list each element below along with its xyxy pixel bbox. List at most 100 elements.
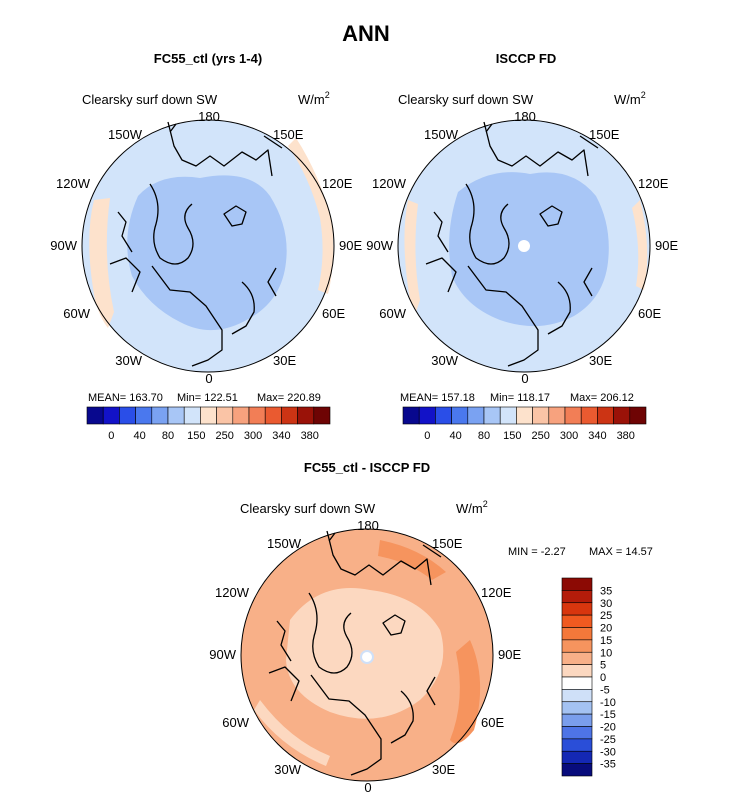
colorbar-tick-label: -5 (600, 684, 610, 696)
colorbar-tick-label: 340 (272, 430, 290, 442)
colorbar-swatch (151, 406, 169, 425)
colorbar-swatch (561, 713, 593, 727)
lon-label: 30E (589, 353, 612, 368)
panel-title: FC55_ctl - ISCCP FD (304, 460, 430, 475)
map-pole-hole (518, 240, 530, 252)
colorbar-swatch (313, 406, 331, 425)
lon-label: 180 (198, 109, 220, 124)
colorbar-swatch (597, 406, 614, 425)
colorbar-tick-label: 340 (588, 430, 606, 442)
lon-label: 150W (108, 127, 143, 142)
lon-label: 60W (63, 306, 90, 321)
panel-title: ISCCP FD (496, 51, 556, 66)
field-label: Clearsky surf down SW (82, 92, 218, 107)
lon-label: 0 (521, 371, 528, 386)
lon-label: 30W (274, 762, 301, 777)
colorbar-tick-label: -20 (600, 722, 616, 734)
lon-labels: 180 150E 120E 90E 60E 30E 0 30W 60W 90W … (50, 109, 362, 386)
map-boundary (81, 119, 335, 373)
colorbar-tick-label: 20 (600, 623, 612, 635)
colorbar-swatch (561, 590, 593, 604)
lon-label: 120E (638, 176, 669, 191)
map-coastline (109, 121, 283, 367)
lon-label: 60W (379, 306, 406, 321)
map-boundary (397, 119, 651, 373)
stats: MIN = -2.27 MAX = 14.57 (508, 546, 653, 558)
colorbar-swatch (167, 406, 185, 425)
colorbar-tick-label: 380 (301, 430, 319, 442)
colorbar-swatch (281, 406, 298, 425)
stat-mean: MEAN= 157.18 (400, 392, 475, 404)
colorbar-swatch (102, 406, 120, 425)
colorbar-swatch (561, 664, 593, 678)
colorbar-swatch (561, 651, 593, 665)
lon-label: 60E (638, 306, 661, 321)
map-arctic-region (127, 175, 287, 331)
lon-label: 60W (222, 715, 249, 730)
map-inner-region (254, 700, 330, 766)
colorbar-tick-label: 15 (600, 635, 612, 647)
lon-label: 30E (432, 762, 455, 777)
colorbar-tick-label: -25 (600, 734, 616, 746)
colorbar-tick-label: 25 (600, 610, 612, 622)
stat-mean: MEAN= 163.70 (88, 392, 163, 404)
colorbar-swatch (418, 406, 436, 425)
map-pole-hole (360, 650, 374, 664)
stat-min: Min= 118.17 (490, 392, 550, 404)
colorbar-tick-label: 0 (108, 430, 114, 442)
lon-label: 90W (209, 647, 236, 662)
colorbar-swatch (200, 406, 217, 425)
lon-label: 30E (273, 353, 296, 368)
colorbar-tick-label: 0 (600, 672, 606, 684)
colorbar-tick-label: 5 (600, 660, 606, 672)
stats: MEAN= 157.18 Min= 118.17 Max= 206.12 (400, 392, 634, 404)
lon-label: 120E (481, 585, 512, 600)
map-coastline (425, 121, 599, 367)
colorbar-swatch (561, 614, 593, 628)
colorbar-tick-label: 35 (600, 585, 612, 597)
map-boundary (240, 528, 494, 782)
lon-label: 120W (56, 176, 91, 191)
colorbar-tick-label: 150 (187, 430, 205, 442)
stat-max: Max= 206.12 (570, 392, 634, 404)
lon-label: 120W (215, 585, 250, 600)
colorbar-swatch (548, 406, 566, 425)
panel-title: FC55_ctl (yrs 1-4) (154, 51, 262, 66)
colorbar-swatch (532, 406, 550, 425)
colorbar-swatch (297, 406, 315, 425)
colorbar-swatch (561, 577, 593, 591)
colorbar-tick-label: 150 (503, 430, 521, 442)
colorbar-swatch (264, 406, 282, 425)
figure-title: ANN (342, 21, 390, 46)
colorbar-tick-label: 300 (244, 430, 262, 442)
colorbar-tick-label: 40 (134, 430, 146, 442)
colorbar-tick-label: 250 (532, 430, 550, 442)
colorbar-swatch (499, 406, 517, 425)
lon-label: 180 (357, 518, 379, 533)
colorbar-swatch (564, 406, 582, 425)
lon-label: 120W (372, 176, 407, 191)
colorbar-tick-label: -10 (600, 697, 616, 709)
polar-map (81, 119, 335, 373)
stats: MEAN= 163.70 Min= 122.51 Max= 220.89 (88, 392, 321, 404)
lon-label: 150E (432, 536, 463, 551)
polar-map (240, 528, 494, 782)
field-label: Clearsky surf down SW (398, 92, 534, 107)
colorbar-swatch (183, 406, 201, 425)
colorbar-swatch (561, 602, 593, 616)
colorbar-swatch (561, 738, 593, 752)
lon-label: 60E (322, 306, 345, 321)
colorbar-tick-label: 80 (478, 430, 490, 442)
colorbar-swatch (216, 406, 234, 425)
colorbar-swatch (629, 406, 647, 425)
map-edge-band (288, 138, 334, 294)
colorbar-swatch (483, 406, 501, 425)
stat-min: Min= 122.51 (177, 392, 238, 404)
stat-max: Max= 220.89 (257, 392, 321, 404)
panel-difference: FC55_ctl - ISCCP FD Clearsky surf down S… (209, 460, 653, 795)
colorbar-swatch (561, 627, 593, 641)
colorbar-swatch (86, 406, 104, 425)
colorbar-swatch (580, 406, 598, 425)
colorbar-swatch (232, 406, 250, 425)
